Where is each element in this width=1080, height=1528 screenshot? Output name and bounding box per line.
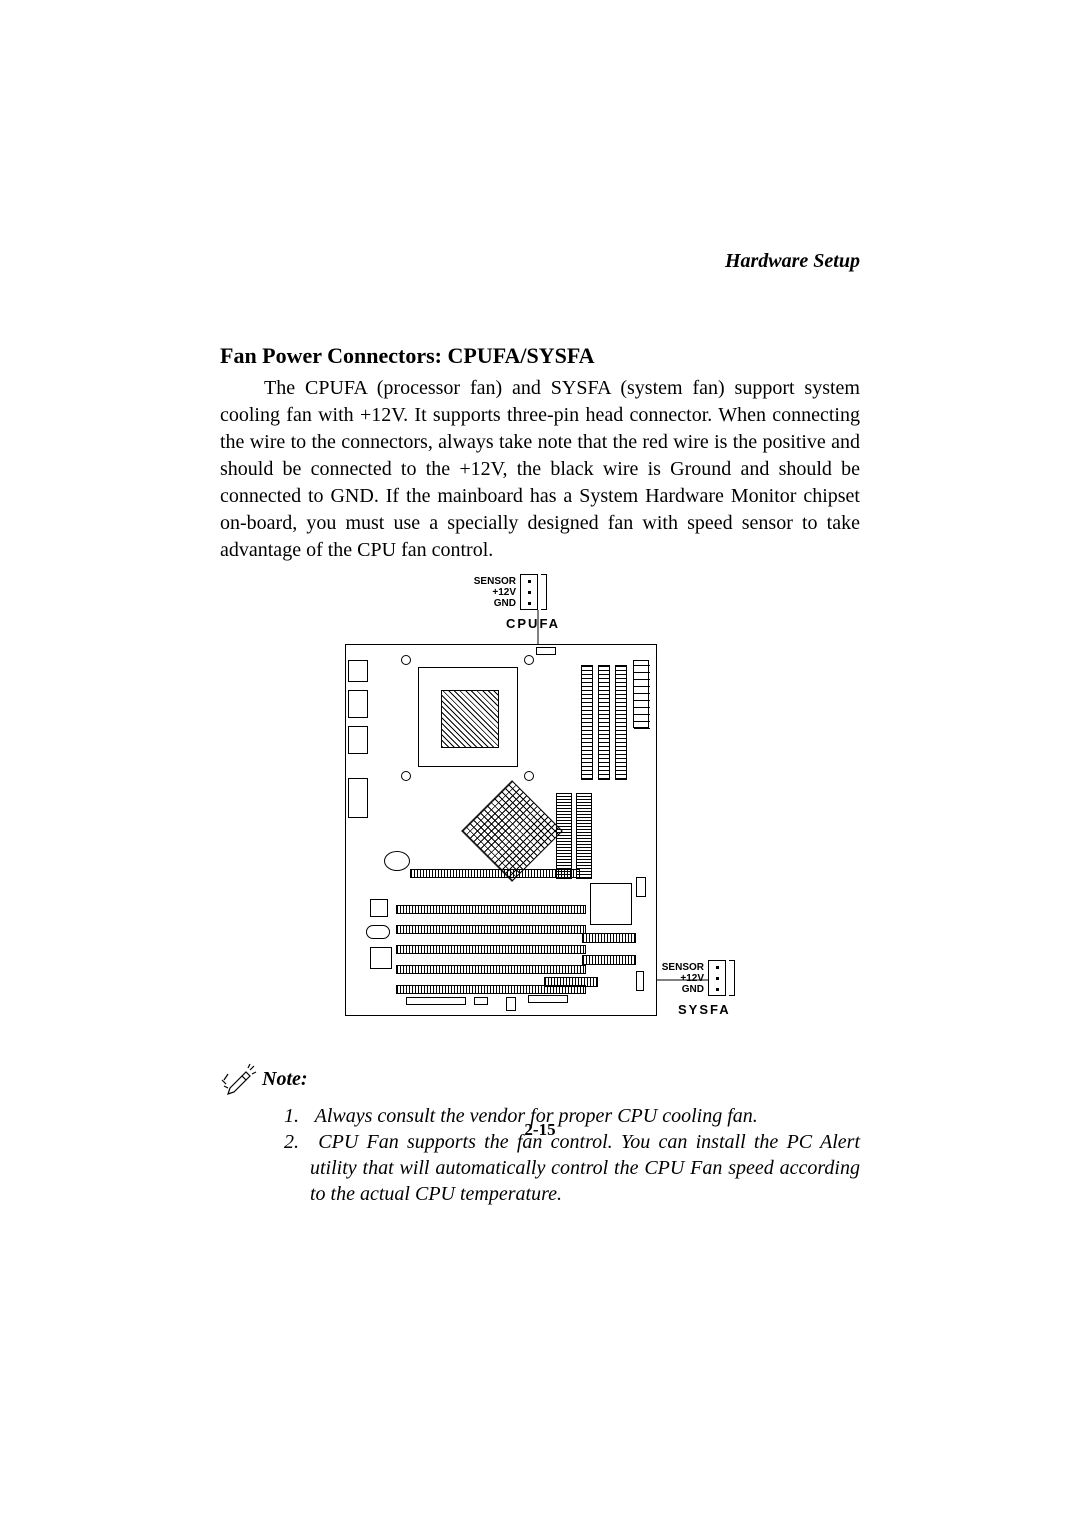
sysfa-connector [636, 971, 644, 991]
rear-io [348, 660, 368, 830]
dimm-slot [581, 665, 593, 780]
header [528, 995, 568, 1003]
chip [370, 899, 388, 917]
body-paragraph: The CPUFA (processor fan) and SYSFA (sys… [220, 375, 860, 564]
dimm-slot [598, 665, 610, 780]
note-block: Note: [220, 1060, 860, 1101]
agp-slot [410, 869, 580, 878]
sysfa-label: SYSFA [678, 1002, 731, 1017]
header [406, 997, 466, 1005]
jumper [506, 997, 516, 1011]
atx-power [633, 660, 649, 728]
note-item-2: 2. CPU Fan supports the fan control. You… [284, 1129, 860, 1207]
motherboard-figure: SENSOR +12V GND CPUFA [220, 574, 860, 1054]
page: Hardware Setup Fan Power Connectors: CPU… [220, 250, 860, 1207]
cpufa-pin-12v: +12V [464, 587, 516, 598]
cpufa-pin-labels: SENSOR +12V GND [464, 576, 516, 609]
note-list: 1. Always consult the vendor for proper … [284, 1103, 860, 1207]
connector [636, 877, 646, 897]
cpufa-label: CPUFA [506, 616, 560, 631]
northbridge [461, 780, 563, 882]
cpu-socket [418, 667, 518, 767]
sysfa-pin-labels: SENSOR +12V GND [652, 962, 704, 995]
sysfa-pinbox [708, 960, 726, 996]
cpufa-pinbox-tab [541, 574, 547, 610]
motherboard-outline [345, 644, 657, 1016]
southbridge [590, 883, 632, 925]
pci-slot [396, 905, 586, 914]
header [474, 997, 488, 1005]
sysfa-pin-sensor: SENSOR [652, 962, 704, 973]
cpufa-connector [536, 647, 556, 655]
cpufa-pin-gnd: GND [464, 598, 516, 609]
sysfa-pinbox-tab [729, 960, 735, 996]
ide-connector [576, 793, 592, 879]
sysfa-pin-12v: +12V [652, 973, 704, 984]
audio-chip [366, 925, 390, 939]
mount-hole [401, 655, 411, 665]
page-number: 2-15 [220, 1120, 860, 1140]
pci-slot [396, 965, 586, 974]
pci-slot [396, 925, 586, 934]
pci-slot [396, 945, 586, 954]
mount-hole [401, 771, 411, 781]
header [582, 933, 636, 943]
section-heading: Fan Power Connectors: CPUFA/SYSFA [220, 343, 860, 369]
note-icon [220, 1060, 262, 1101]
cpufa-pinbox [520, 574, 538, 610]
header [582, 955, 636, 965]
battery [384, 851, 410, 871]
note-item-2-text: CPU Fan supports the fan control. You ca… [310, 1131, 860, 1205]
ide-connector [556, 793, 572, 879]
dimm-slot [615, 665, 627, 780]
mount-hole [524, 655, 534, 665]
sysfa-pin-gnd: GND [652, 984, 704, 995]
chip [370, 947, 392, 969]
header [544, 977, 598, 987]
running-head: Hardware Setup [220, 250, 860, 273]
mount-hole [524, 771, 534, 781]
note-label: Note: [262, 1060, 308, 1091]
cpufa-pin-sensor: SENSOR [464, 576, 516, 587]
